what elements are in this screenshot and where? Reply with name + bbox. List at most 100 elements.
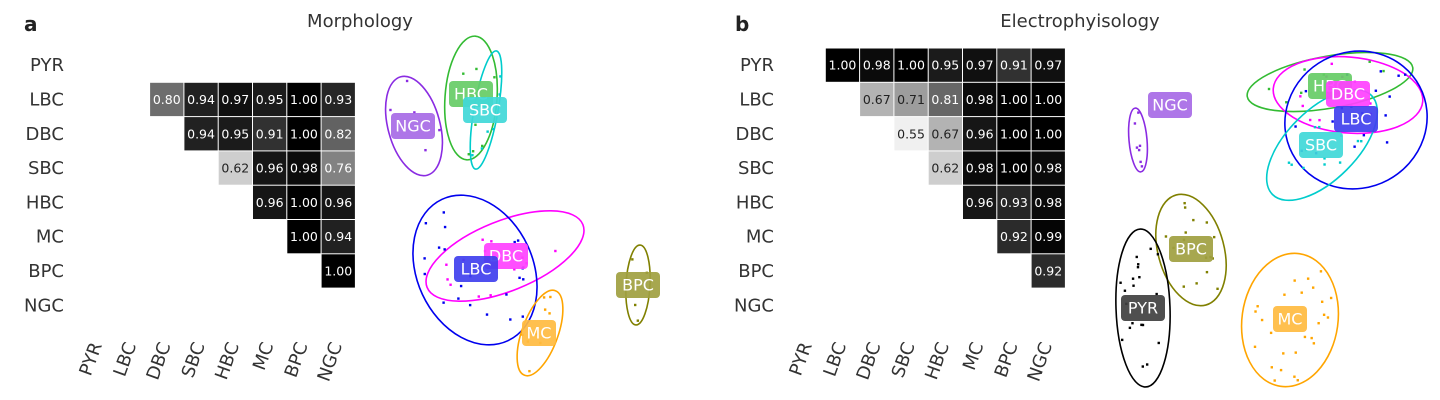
data-point (490, 240, 493, 243)
data-point (1293, 279, 1296, 282)
heatmap-cell-value: 0.94 (187, 126, 215, 141)
heatmap-cell-value: 1.00 (897, 58, 925, 73)
heatmap-cell-value: 0.95 (256, 92, 284, 107)
data-point (1260, 318, 1264, 322)
data-point (493, 76, 496, 79)
data-point (1184, 231, 1187, 234)
cluster-label-bpc: BPC (1175, 240, 1207, 259)
data-point (443, 248, 446, 251)
data-point (468, 303, 472, 307)
col-label-ngc: NGC (314, 340, 347, 385)
data-point (1256, 305, 1259, 308)
cluster-badge-ngc (1148, 92, 1192, 118)
heatmap-cell (321, 117, 355, 151)
data-point (518, 276, 521, 280)
data-point (1131, 322, 1134, 325)
heatmap-cell-value: 1.00 (1000, 161, 1028, 176)
cluster-badge-lbc (1334, 106, 1378, 132)
heatmap-cell (287, 220, 321, 254)
data-point (1135, 255, 1138, 259)
data-point (1290, 163, 1293, 166)
data-point (1254, 310, 1257, 313)
data-point (1140, 165, 1144, 168)
col-label-hbc: HBC (211, 340, 244, 383)
data-point (1403, 73, 1407, 76)
data-point (1302, 166, 1305, 170)
panel-title-morphology: Morphology (307, 11, 413, 32)
data-point (1156, 253, 1160, 256)
data-point (1299, 95, 1302, 98)
data-point (423, 272, 426, 276)
heatmap-cell-value: 0.96 (966, 126, 994, 141)
cluster-badge-sbc (1299, 132, 1343, 158)
heatmap-cell-value: 0.93 (324, 92, 352, 107)
data-point (1119, 281, 1122, 284)
heatmap-cell-value: 1.00 (829, 58, 857, 73)
data-point (1397, 74, 1400, 77)
heatmap-cell-value: 0.71 (897, 92, 925, 107)
data-point (475, 67, 478, 71)
heatmap-cell (894, 117, 928, 151)
cluster-label-ngc: NGC (395, 117, 431, 136)
data-point (471, 153, 474, 157)
heatmap-cell (1031, 254, 1065, 288)
data-point (1369, 102, 1372, 105)
heatmap-cell-value: 0.62 (221, 161, 249, 176)
data-point (1331, 120, 1334, 123)
data-point (1155, 292, 1158, 296)
data-point (1356, 139, 1360, 143)
data-point (498, 93, 501, 96)
heatmap-cell-value: 0.95 (221, 126, 249, 141)
row-label-bpc: BPC (28, 261, 64, 282)
data-point (1353, 145, 1356, 148)
heatmap-cell (928, 151, 962, 185)
data-point (1136, 265, 1140, 269)
cluster-label-lbc: LBC (461, 260, 492, 279)
heatmap-cell-value: 0.98 (863, 58, 891, 73)
heatmap-cell-value: 0.81 (931, 92, 959, 107)
data-point (459, 284, 463, 288)
cluster-label-ngc: NGC (1152, 96, 1188, 115)
col-label-sbc: SBC (888, 340, 920, 381)
heatmap-cell-value: 0.91 (256, 126, 284, 141)
row-label-pyr: PYR (740, 55, 774, 76)
heatmap-cell-value: 0.96 (966, 195, 994, 210)
heatmap-cell (928, 82, 962, 117)
heatmap-cell-value: 1.00 (324, 263, 352, 278)
data-point (1338, 161, 1342, 164)
heatmap-cell (860, 48, 894, 82)
data-point (1326, 316, 1330, 319)
heatmap-cell (1031, 151, 1065, 185)
data-point (1360, 139, 1363, 143)
heatmap-cell-value: 1.00 (290, 229, 318, 244)
cluster-label-sbc: SBC (1305, 136, 1337, 155)
heatmap-cell (253, 82, 287, 117)
heatmap-cell-value: 0.62 (931, 161, 959, 176)
data-point (1382, 69, 1385, 73)
data-point (438, 128, 441, 132)
row-label-hbc: HBC (736, 192, 774, 213)
row-label-mc: MC (36, 227, 64, 248)
data-point (528, 369, 531, 373)
data-point (1270, 366, 1274, 369)
heatmap-cell-value: 1.00 (290, 126, 318, 141)
heatmap-cell-value: 0.55 (897, 126, 925, 141)
cluster-label-mc: MC (1278, 310, 1303, 329)
heatmap-cell-value: 0.97 (966, 58, 994, 73)
data-point (1319, 270, 1323, 273)
heatmap-cell-value: 0.96 (256, 161, 284, 176)
heatmap-cell-value: 0.94 (187, 92, 215, 107)
heatmap-cell (997, 151, 1031, 185)
data-point (471, 150, 475, 153)
data-point (1149, 247, 1152, 251)
data-point (1139, 160, 1142, 164)
row-label-dbc: DBC (26, 124, 64, 145)
heatmap-cell (184, 117, 218, 151)
row-label-sbc: SBC (738, 158, 774, 179)
col-label-ngc: NGC (1024, 340, 1057, 385)
data-point (389, 108, 392, 112)
heatmap-cell (997, 220, 1031, 254)
data-point (1192, 218, 1195, 222)
heatmap-cell-value: 0.98 (290, 161, 318, 176)
